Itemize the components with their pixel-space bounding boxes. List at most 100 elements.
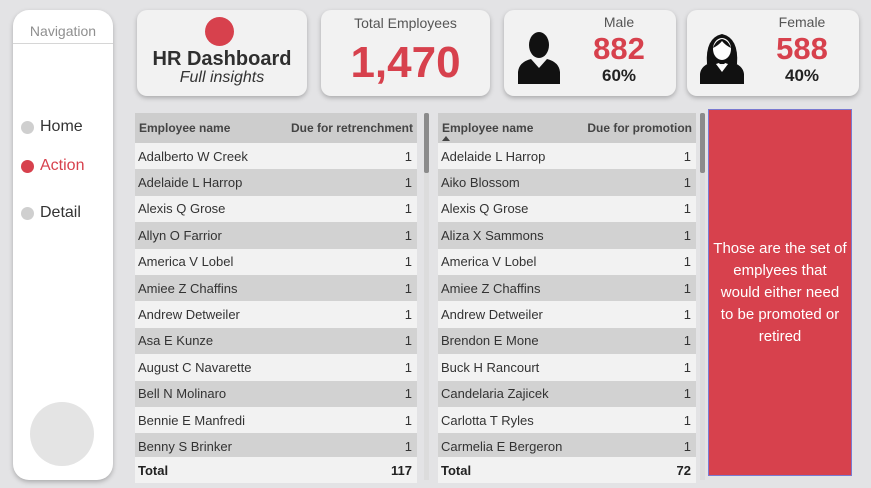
cell-value: 1 [404, 175, 412, 191]
table-row[interactable]: Benny S Brinker 1 [135, 433, 417, 460]
cell-name: August C Navarette [138, 359, 252, 375]
male-user-icon [518, 32, 560, 84]
female-user-icon [700, 34, 744, 84]
cell-value: 1 [683, 307, 691, 323]
cell-name: Benny S Brinker [138, 438, 232, 454]
nav-item-home[interactable]: Home [21, 118, 83, 136]
cell-name: Brendon E Mone [441, 333, 539, 349]
table-row[interactable]: Adelaide L Harrop 1 [438, 143, 696, 170]
brand-dot-icon [205, 17, 234, 46]
column-header-promotion[interactable]: Due for promotion [587, 121, 692, 135]
column-header-retrenchment[interactable]: Due for retrenchment [290, 121, 413, 135]
table-row[interactable]: Alexis Q Grose 1 [438, 195, 696, 223]
info-note-text: Those are the set of emplyees that would… [713, 239, 847, 345]
table-row[interactable]: Adelaide L Harrop 1 [135, 169, 417, 196]
table-row[interactable]: Aliza X Sammons 1 [438, 222, 696, 249]
cell-name: Alexis Q Grose [441, 201, 529, 217]
cell-name: Amiee Z Chaffins [441, 280, 541, 296]
cell-value: 1 [683, 227, 691, 243]
female-label: Female [778, 14, 826, 30]
cell-value: 1 [683, 438, 691, 454]
nav-item-label: Home [40, 118, 83, 135]
sort-ascending-icon [442, 136, 450, 141]
cell-value: 1 [404, 280, 412, 296]
table-row[interactable]: Candelaria Zajicek 1 [438, 380, 696, 407]
table-row[interactable]: Carlotta T Ryles 1 [438, 406, 696, 434]
table-total-row: Total 117 [135, 457, 417, 483]
retrenchment-table: Employee name Due for retrenchment Adalb… [135, 113, 417, 483]
table-row[interactable]: Allyn O Farrior 1 [135, 222, 417, 249]
scrollbar-thumb[interactable] [424, 113, 429, 173]
promotion-scrollbar[interactable] [700, 113, 705, 480]
column-header-name[interactable]: Employee name [139, 121, 231, 135]
male-label: Male [603, 14, 635, 30]
retrenchment-scrollbar[interactable] [424, 113, 429, 480]
cell-value: 1 [404, 148, 412, 164]
nav-item-action[interactable]: Action [21, 157, 84, 175]
cell-name: Andrew Detweiler [138, 307, 240, 323]
info-note-box: Those are the set of emplyees that would… [708, 109, 852, 476]
page-title: HR Dashboard [152, 48, 292, 70]
table-row[interactable]: Carmelia E Bergeron 1 [438, 433, 696, 460]
table-header: Employee name Due for promotion [438, 113, 696, 143]
table-row[interactable]: Brendon E Mone 1 [438, 327, 696, 355]
cell-value: 1 [683, 412, 691, 428]
cell-name: Andrew Detweiler [441, 307, 543, 323]
cell-name: Adelaide L Harrop [441, 148, 546, 164]
table-body: Adalberto W Creek 1 Adelaide L Harrop 1 Al… [135, 143, 417, 461]
cell-value: 1 [683, 254, 691, 270]
table-row[interactable]: August C Navarette 1 [135, 354, 417, 381]
cell-name: Buck H Rancourt [441, 359, 540, 375]
cell-value: 1 [404, 333, 412, 349]
navigation-circle-button[interactable] [30, 402, 94, 466]
male-card: Male 882 60% [504, 10, 676, 96]
table-row[interactable]: America V Lobel 1 [438, 248, 696, 275]
total-value: 117 [391, 462, 412, 478]
table-row[interactable]: Amiee Z Chaffins 1 [135, 274, 417, 302]
cell-value: 1 [404, 359, 412, 375]
cell-name: Carlotta T Ryles [441, 412, 534, 428]
female-percent: 40% [784, 66, 820, 85]
female-card: Female 588 40% [687, 10, 859, 96]
table-row[interactable]: Andrew Detweiler 1 [438, 301, 696, 328]
table-row[interactable]: Buck H Rancourt 1 [438, 354, 696, 381]
nav-item-detail[interactable]: Detail [21, 204, 81, 222]
cell-value: 1 [683, 359, 691, 375]
cell-value: 1 [404, 227, 412, 243]
total-employees-card: Total Employees 1,470 [321, 10, 490, 96]
cell-name: America V Lobel [441, 254, 537, 270]
table-row[interactable]: Alexis Q Grose 1 [135, 195, 417, 223]
cell-name: Aiko Blossom [441, 175, 520, 191]
cell-name: Carmelia E Bergeron [441, 438, 563, 454]
page-subtitle: Full insights [179, 69, 265, 86]
cell-value: 1 [683, 280, 691, 296]
cell-value: 1 [683, 175, 691, 191]
cell-value: 1 [683, 148, 691, 164]
cell-value: 1 [404, 254, 412, 270]
navigation-title: Navigation [29, 23, 97, 39]
cell-name: America V Lobel [138, 254, 234, 270]
cell-value: 1 [404, 307, 412, 323]
cell-name: Alexis Q Grose [138, 201, 226, 217]
cell-value: 1 [683, 201, 691, 217]
table-row[interactable]: Adalberto W Creek 1 [135, 143, 417, 170]
table-row[interactable]: Bell N Molinaro 1 [135, 380, 417, 407]
table-row[interactable]: Bennie E Manfredi 1 [135, 406, 417, 434]
male-percent: 60% [601, 66, 637, 85]
dashboard-title-card: HR Dashboard Full insights [137, 10, 307, 96]
navigation-panel: Navigation Home Action Detail [13, 10, 113, 480]
table-row[interactable]: Aiko Blossom 1 [438, 169, 696, 196]
radio-dot-icon [21, 120, 34, 134]
table-row[interactable]: America V Lobel 1 [135, 248, 417, 275]
table-row[interactable]: Asa E Kunze 1 [135, 327, 417, 355]
total-employees-label: Total Employees [354, 15, 457, 31]
cell-value: 1 [683, 386, 691, 402]
female-count: 588 [776, 31, 828, 66]
table-row[interactable]: Amiee Z Chaffins 1 [438, 274, 696, 302]
column-header-name[interactable]: Employee name [442, 121, 534, 135]
navigation-divider [13, 43, 113, 44]
table-row[interactable]: Andrew Detweiler 1 [135, 301, 417, 328]
total-label: Total [441, 462, 472, 478]
total-value: 72 [676, 462, 691, 478]
scrollbar-thumb[interactable] [700, 113, 705, 173]
